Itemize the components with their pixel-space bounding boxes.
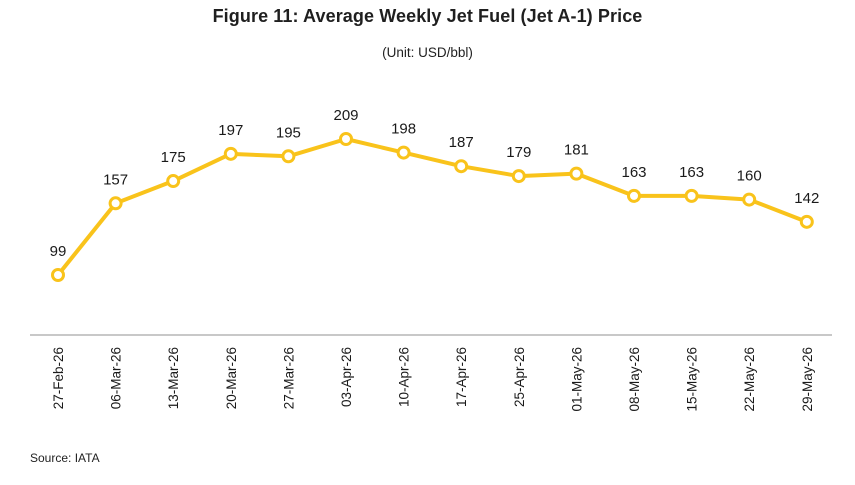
x-tick-label: 27-Mar-26 (281, 347, 296, 409)
data-labels-layer: 99 157 175 197 195 209 198 187 179 181 163 163 160 14… (50, 107, 820, 260)
x-tick-label: 20-Mar-26 (224, 347, 239, 409)
x-tick-label: 25-Apr-26 (512, 347, 527, 407)
chart-subtitle: (Unit: USD/bbl) (382, 45, 473, 60)
data-point-marker (684, 188, 699, 203)
x-tick-label: 10-Apr-26 (397, 347, 412, 407)
data-point-marker (396, 145, 411, 160)
chart-title: Figure 11: Average Weekly Jet Fuel (Jet … (212, 6, 643, 26)
source-note: Source: IATA (30, 451, 100, 465)
series-line (56, 137, 809, 277)
data-label: 99 (50, 243, 67, 260)
data-point-marker (511, 169, 526, 184)
data-point-marker (742, 192, 757, 207)
data-point-marker (281, 149, 296, 164)
data-label: 181 (564, 142, 589, 159)
x-tick-label: 15-May-26 (685, 347, 700, 412)
data-point-marker (627, 188, 641, 203)
data-label: 195 (276, 124, 301, 141)
x-tick-label: 27-Feb-26 (51, 347, 66, 409)
data-label: 175 (161, 149, 186, 166)
markers-layer (51, 132, 814, 282)
data-label: 198 (391, 121, 416, 138)
data-point-marker (223, 146, 238, 161)
data-point-marker (454, 159, 469, 174)
data-point-marker (108, 196, 123, 211)
x-tick-label: 08-May-26 (627, 347, 642, 412)
x-tick-label: 17-Apr-26 (454, 347, 469, 407)
data-label: 163 (679, 164, 704, 181)
x-tick-label: 06-Mar-26 (109, 347, 124, 409)
data-point-marker (166, 174, 181, 189)
data-label: 197 (218, 122, 243, 139)
x-tick-label: 13-Mar-26 (166, 347, 181, 409)
data-label: 163 (621, 164, 646, 181)
x-tick-label: 01-May-26 (569, 347, 584, 412)
x-tick-label: 03-Apr-26 (339, 347, 354, 407)
series-line-layer (56, 137, 809, 277)
data-point-marker (569, 166, 584, 181)
data-label: 209 (333, 107, 358, 124)
data-label: 179 (506, 144, 531, 161)
data-point-marker (799, 214, 814, 229)
x-tick-label: 22-May-26 (742, 347, 757, 412)
data-label: 157 (103, 171, 128, 188)
data-point-marker (51, 268, 65, 282)
data-label: 142 (794, 190, 819, 207)
data-label: 187 (449, 134, 474, 151)
x-tick-label: 29-May-26 (800, 347, 815, 412)
data-label: 160 (737, 168, 762, 185)
data-point-marker (339, 132, 353, 146)
x-tick-labels-layer: 27-Feb-26 06-Mar-26 13-Mar-26 20-Mar-26 27-M… (51, 347, 815, 412)
